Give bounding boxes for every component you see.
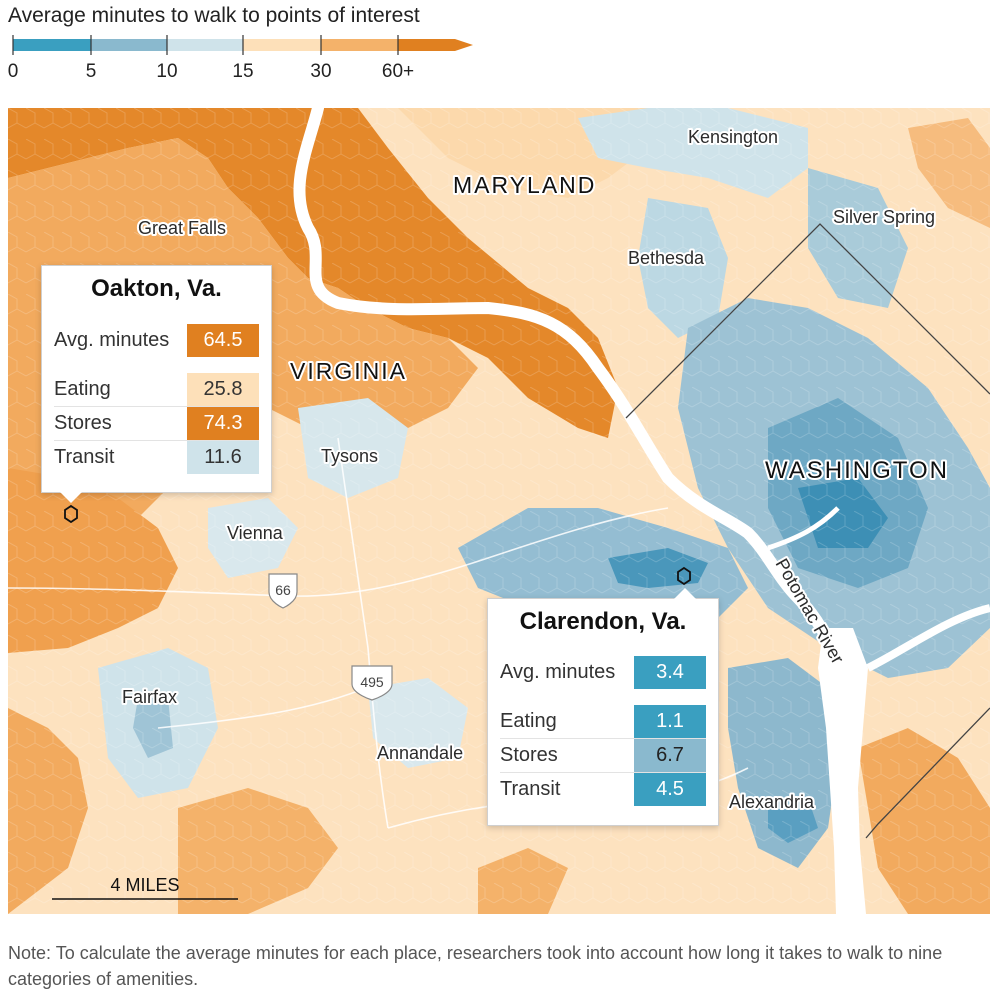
oakton-marker[interactable] — [64, 504, 78, 524]
clarendon-transit-label: Transit — [500, 777, 561, 800]
label-maryland: MARYLAND — [453, 172, 596, 198]
clarendon-callout-title: Clarendon, Va. — [519, 608, 687, 635]
dc-boundary — [625, 223, 990, 839]
legend-tick-5: 5 — [86, 61, 97, 82]
legend-tick-10: 10 — [156, 61, 177, 82]
anacostia-river — [866, 604, 990, 672]
oakton-eating-row: Eating 25.8 — [54, 372, 259, 407]
label-tysons: Tysons — [321, 446, 378, 466]
tributary — [767, 506, 840, 551]
legend-tick-60-plus: 60+ — [382, 61, 414, 82]
oakton-callout-pointer — [60, 492, 82, 503]
legend-swatch-30-60 — [321, 39, 398, 51]
clarendon-avg-row: Avg. minutes 3.4 — [500, 655, 706, 689]
clarendon-eating-value: 1.1 — [634, 704, 706, 738]
legend-swatch-0-5 — [13, 39, 91, 51]
legend-tick-30: 30 — [310, 61, 331, 82]
oakton-eating-label: Eating — [54, 377, 111, 400]
color-legend: 0 5 10 15 30 60+ — [8, 35, 473, 82]
clarendon-eating-label: Eating — [500, 709, 557, 732]
clarendon-stores-value: 6.7 — [634, 738, 706, 772]
label-virginia: VIRGINIA — [290, 358, 407, 384]
legend-title: Average minutes to walk to points of int… — [8, 4, 420, 27]
oakton-transit-value: 11.6 — [187, 440, 259, 474]
i66-shield: 66 — [268, 573, 298, 609]
clarendon-transit-row: Transit 4.5 — [500, 772, 706, 806]
oakton-stores-label: Stores — [54, 411, 112, 434]
legend-swatch-5-10 — [91, 39, 167, 51]
legend-swatch-60-plus — [398, 39, 473, 51]
clarendon-callout-pointer — [674, 588, 696, 599]
clarendon-marker[interactable] — [677, 566, 691, 586]
i66-label: 66 — [275, 582, 291, 598]
oakton-callout-title: Oakton, Va. — [91, 275, 222, 302]
oakton-stores-row: Stores 74.3 — [54, 406, 259, 441]
clarendon-transit-value: 4.5 — [634, 772, 706, 806]
clarendon-eating-row: Eating 1.1 — [500, 704, 706, 739]
i495-label: 495 — [360, 674, 384, 690]
clarendon-callout: Clarendon, Va. Avg. minutes 3.4 Eating 1… — [487, 588, 719, 826]
oakton-callout: Oakton, Va. Avg. minutes 64.5 Eating 25.… — [41, 265, 272, 503]
oakton-avg-label: Avg. minutes — [54, 328, 170, 351]
i495-shield: 495 — [351, 665, 393, 701]
legend-swatch-10-15 — [167, 39, 243, 51]
oakton-avg-row: Avg. minutes 64.5 — [54, 323, 259, 357]
clarendon-stores-row: Stores 6.7 — [500, 738, 706, 773]
legend-swatch-15-30 — [243, 39, 321, 51]
oakton-stores-value: 74.3 — [187, 406, 259, 440]
clarendon-avg-label: Avg. minutes — [500, 660, 616, 683]
clarendon-avg-value: 3.4 — [634, 655, 706, 689]
oakton-eating-value: 25.8 — [187, 372, 259, 406]
scale-bar: 4 MILES — [52, 875, 238, 900]
label-great-falls: Great Falls — [138, 218, 226, 238]
label-bethesda: Bethesda — [628, 248, 705, 268]
label-alexandria: Alexandria — [729, 792, 815, 812]
label-washington: WASHINGTON — [765, 457, 949, 484]
label-vienna: Vienna — [227, 523, 284, 543]
oakton-transit-row: Transit 11.6 — [54, 440, 259, 474]
label-fairfax: Fairfax — [122, 687, 177, 707]
legend-tick-15: 15 — [232, 61, 253, 82]
potomac-river-wide — [818, 628, 868, 914]
label-kensington: Kensington — [688, 127, 778, 147]
clarendon-stores-label: Stores — [500, 743, 558, 766]
oakton-transit-label: Transit — [54, 445, 115, 468]
oakton-avg-value: 64.5 — [187, 323, 259, 357]
label-silver-spring: Silver Spring — [833, 207, 935, 227]
label-annandale: Annandale — [377, 743, 463, 763]
legend-tick-0: 0 — [8, 61, 19, 82]
scale-bar-label: 4 MILES — [110, 875, 179, 895]
footnote: Note: To calculate the average minutes f… — [8, 943, 943, 990]
